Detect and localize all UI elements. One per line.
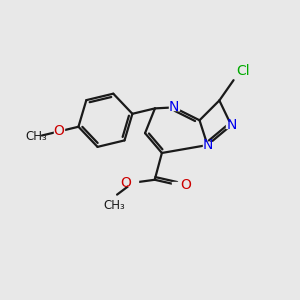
Polygon shape bbox=[226, 122, 236, 128]
Text: O: O bbox=[54, 124, 64, 138]
Polygon shape bbox=[128, 180, 138, 186]
Polygon shape bbox=[169, 104, 179, 110]
Text: N: N bbox=[227, 118, 237, 132]
Text: O: O bbox=[181, 178, 191, 192]
Text: Cl: Cl bbox=[236, 64, 250, 78]
Text: N: N bbox=[169, 100, 179, 114]
Text: O: O bbox=[120, 176, 131, 190]
Text: CH₃: CH₃ bbox=[25, 130, 47, 143]
Polygon shape bbox=[54, 128, 64, 134]
Polygon shape bbox=[202, 142, 212, 148]
Text: N: N bbox=[202, 138, 213, 152]
Text: CH₃: CH₃ bbox=[103, 199, 125, 212]
Polygon shape bbox=[172, 182, 182, 188]
